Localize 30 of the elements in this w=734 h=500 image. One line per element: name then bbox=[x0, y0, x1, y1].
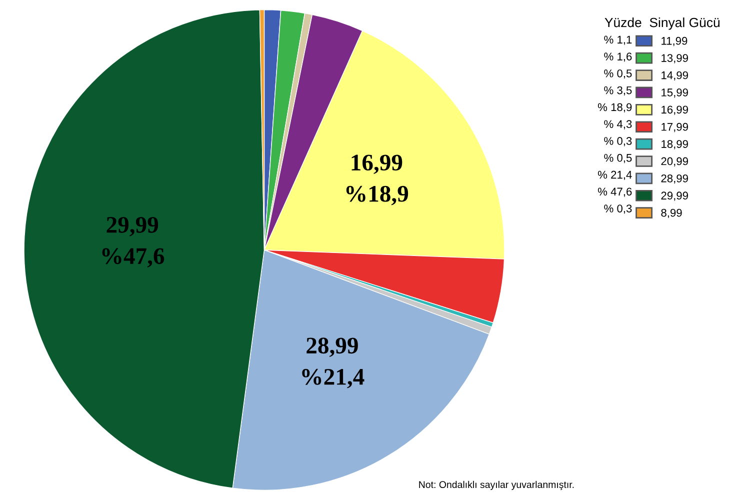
text: %21,4 bbox=[302, 368, 364, 388]
legend-label: 13,99 bbox=[662, 54, 688, 64]
legend-label: 20,99 bbox=[661, 157, 688, 166]
legend-label: 17,99 bbox=[662, 122, 688, 132]
data-label: % 0,3 bbox=[604, 137, 632, 146]
data-label: % 0,5 bbox=[604, 154, 632, 164]
slice-label: 16,99 bbox=[352, 154, 402, 174]
data-label: % 1,1 bbox=[604, 36, 632, 45]
legend-label: 15,99 bbox=[662, 88, 688, 98]
data-label: % 1,6 bbox=[604, 52, 632, 62]
data-label: % 18,9 bbox=[598, 103, 632, 112]
data-label: % 0,5 bbox=[604, 69, 632, 79]
text: %47,6 bbox=[102, 248, 164, 268]
data-label: % 0,3 bbox=[604, 204, 632, 214]
legend-label: 29,99 bbox=[661, 192, 688, 201]
legend-label: 14,99 bbox=[662, 71, 688, 80]
legend-label: 11,99 bbox=[662, 36, 688, 46]
legend-label: 28,99 bbox=[661, 174, 688, 184]
slice-label: 28,99 bbox=[306, 338, 358, 357]
slice-label: 29,99 bbox=[106, 216, 158, 236]
legend-label: 16,99 bbox=[662, 106, 688, 115]
data-label: % 3,5 bbox=[604, 86, 632, 96]
data-label: % 21,4 bbox=[598, 170, 632, 180]
legend-label: 8,99 bbox=[661, 208, 682, 218]
text: Not: Ondalıklı sayılar yuvarlanmıştır. bbox=[419, 480, 574, 490]
legend-title: Yüzde Sinyal Gücü bbox=[604, 18, 720, 30]
data-label: % 4,3 bbox=[604, 120, 632, 130]
text: %18,9 bbox=[346, 186, 408, 206]
data-label: % 47,6 bbox=[598, 188, 632, 197]
legend-label: 18,99 bbox=[662, 140, 688, 150]
